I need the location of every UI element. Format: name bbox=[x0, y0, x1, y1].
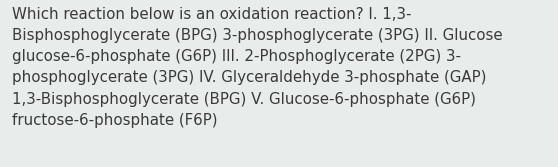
Text: Which reaction below is an oxidation reaction? I. 1,3-
Bisphosphoglycerate (BPG): Which reaction below is an oxidation rea… bbox=[12, 7, 503, 128]
